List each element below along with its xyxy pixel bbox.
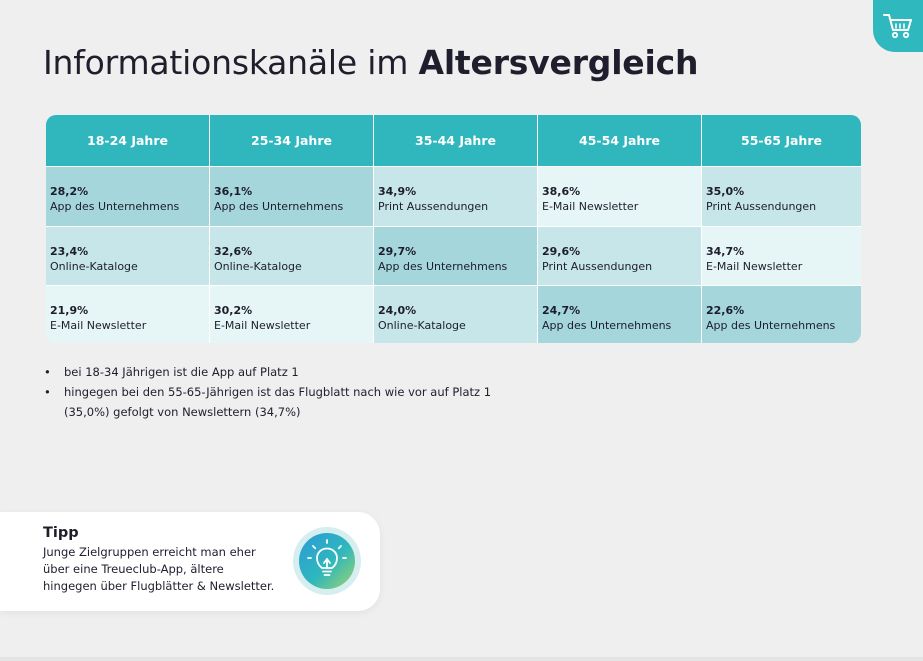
table-cell: 34,7% E-Mail Newsletter: [702, 227, 861, 286]
cell-percentage: 29,6%: [542, 245, 581, 258]
cart-button[interactable]: [873, 0, 923, 52]
cell-channel: Online-Kataloge: [378, 319, 466, 332]
cell-channel: App des Unternehmens: [50, 200, 180, 213]
table-cell: 38,6% E-Mail Newsletter: [538, 167, 702, 227]
cell-channel: App des Unternehmens: [706, 319, 836, 332]
cell-channel: E-Mail Newsletter: [706, 260, 803, 273]
page-title: Informationskanäle im Altersvergleich: [43, 42, 698, 84]
cell-channel: App des Unternehmens: [542, 319, 672, 332]
cell-channel: E-Mail Newsletter: [214, 319, 311, 332]
cell-percentage: 30,2%: [214, 304, 253, 317]
cell-percentage: 28,2%: [50, 185, 89, 198]
cell-channel: App des Unternehmens: [378, 260, 508, 273]
bullet-text: (35,0%) gefolgt von Newslettern (34,7%): [64, 405, 301, 419]
bullet-item: • bei 18-34 Jährigen ist die App auf Plat…: [44, 362, 491, 382]
cell-percentage: 32,6%: [214, 245, 253, 258]
tip-line: Junge Zielgruppen erreicht man eher: [43, 545, 256, 559]
cell-percentage: 34,7%: [706, 245, 745, 258]
lightbulb-icon: [293, 527, 361, 595]
table-cell: 34,9% Print Aussendungen: [374, 167, 538, 227]
bullet-text: bei 18-34 Jährigen ist die App auf Platz…: [64, 365, 299, 379]
table-cell: 35,0% Print Aussendungen: [702, 167, 861, 227]
column-header: 25-34 Jahre: [210, 115, 374, 167]
table-cell: 28,2% App des Unternehmens: [46, 167, 210, 227]
cell-percentage: 22,6%: [706, 304, 745, 317]
cell-percentage: 29,7%: [378, 245, 417, 258]
tip-text: Junge Zielgruppen erreicht man eher über…: [43, 544, 274, 595]
cell-percentage: 24,0%: [378, 304, 417, 317]
table-cell: 24,0% Online-Kataloge: [374, 286, 538, 343]
cell-channel: Online-Kataloge: [214, 260, 302, 273]
bullet-marker: •: [44, 385, 51, 399]
table-cell: 29,7% App des Unternehmens: [374, 227, 538, 286]
cell-percentage: 24,7%: [542, 304, 581, 317]
column-header: 35-44 Jahre: [374, 115, 538, 167]
bullet-item: • hingegen bei den 55-65-Jährigen ist das…: [44, 382, 491, 422]
cell-channel: Online-Kataloge: [50, 260, 138, 273]
cell-channel: Print Aussendungen: [706, 200, 817, 213]
table-cell: 22,6% App des Unternehmens: [702, 286, 861, 343]
shopping-cart-icon: [883, 14, 912, 39]
tip-title: Tipp: [43, 525, 79, 541]
summary-bullet-list: • bei 18-34 Jährigen ist die App auf Plat…: [44, 362, 491, 422]
title-regular: Informationskanäle im: [43, 43, 419, 82]
cell-percentage: 36,1%: [214, 185, 253, 198]
cell-percentage: 35,0%: [706, 185, 745, 198]
table-cell: 29,6% Print Aussendungen: [538, 227, 702, 286]
cell-percentage: 38,6%: [542, 185, 581, 198]
column-header: 18-24 Jahre: [46, 115, 210, 167]
title-bold: Altersvergleich: [418, 43, 699, 82]
channels-table: 18-24 Jahre 25-34 Jahre 35-44 Jahre 45-54 J…: [46, 115, 861, 343]
bullet-marker: •: [44, 365, 51, 379]
bullet-text: hingegen bei den 55-65-Jährigen ist das …: [64, 385, 492, 399]
table-cell: 21,9% E-Mail Newsletter: [46, 286, 210, 343]
cell-channel: App des Unternehmens: [214, 200, 344, 213]
table-cell: 24,7% App des Unternehmens: [538, 286, 702, 343]
table-cell: 36,1% App des Unternehmens: [210, 167, 374, 227]
column-header: 45-54 Jahre: [538, 115, 702, 167]
table-cell: 30,2% E-Mail Newsletter: [210, 286, 374, 343]
cell-percentage: 34,9%: [378, 185, 417, 198]
column-header: 55-65 Jahre: [702, 115, 861, 167]
tip-card: Tipp Junge Zielgruppen erreicht man eher…: [0, 512, 380, 611]
cell-channel: E-Mail Newsletter: [542, 200, 639, 213]
cell-channel: E-Mail Newsletter: [50, 319, 147, 332]
cell-percentage: 23,4%: [50, 245, 89, 258]
bottom-divider: [0, 657, 923, 661]
table-grid: 18-24 Jahre 25-34 Jahre 35-44 Jahre 45-54 J…: [46, 115, 861, 343]
tip-line: hingegen über Flugblätter & Newsletter.: [43, 579, 275, 593]
cell-channel: Print Aussendungen: [378, 200, 489, 213]
tip-line: über eine Treueclub-App, ältere: [43, 562, 224, 576]
cell-channel: Print Aussendungen: [542, 260, 653, 273]
cell-percentage: 21,9%: [50, 304, 89, 317]
table-cell: 23,4% Online-Kataloge: [46, 227, 210, 286]
table-cell: 32,6% Online-Kataloge: [210, 227, 374, 286]
